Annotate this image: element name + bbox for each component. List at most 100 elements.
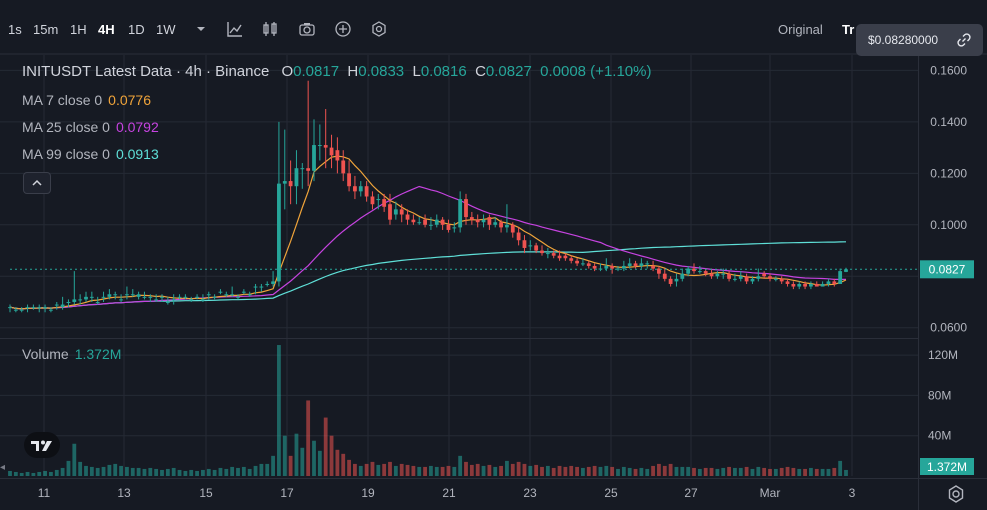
volume-bar [481,465,486,476]
volume-bar [680,466,685,476]
volume-bar [60,467,65,476]
candle-body [130,294,135,296]
candle-body [429,224,433,226]
volume-bar [66,460,71,476]
candle-body [534,245,539,251]
volume-bar [382,463,387,476]
candle-body [323,145,328,148]
volume-bar [621,466,626,476]
candle-body [481,219,486,223]
candle-body [733,278,737,280]
candle-body [423,219,427,225]
timeframe-1d[interactable]: 1D [128,22,145,37]
candle-body [107,294,112,297]
candle-body [493,222,498,225]
ma25-legend[interactable]: MA 25 close 0 0.0792 [22,119,159,135]
volume-bar [744,466,749,476]
volume-bar [803,468,807,476]
price-tick-label: 0.0600 [930,321,967,335]
candle-body [803,283,807,287]
view-original-tab[interactable]: Original [778,22,823,37]
close-label: C [475,63,486,80]
candle-body [464,199,468,218]
candle-body [604,265,609,269]
volume-bar [265,463,270,476]
volume-bar [43,470,47,476]
volume-bar [259,463,264,476]
candle-body [674,278,679,282]
x-tick-label: 17 [280,486,294,500]
symbol-legend: INITUSDT Latest Data · 4h · Binance O0.0… [22,63,651,80]
candle-body [236,296,240,298]
candle-body [540,250,544,254]
volume-bar [662,465,667,476]
ma7-legend[interactable]: MA 7 close 0 0.0776 [22,92,151,108]
candle-body [399,209,404,215]
candle-body [727,273,731,279]
candle-body [148,296,153,298]
candle-body [288,181,293,187]
settings-hex-icon[interactable] [370,20,388,38]
candle-body [306,168,311,171]
view-tradingview-tab[interactable]: Tr [842,22,855,37]
volume-bar [101,466,106,476]
price-crosshair-tooltip[interactable]: $0.08280000 [856,24,983,56]
candle-body [277,183,281,282]
ma99-legend[interactable]: MA 99 close 0 0.0913 [22,146,159,162]
chevron-down-icon[interactable] [192,20,210,38]
volume-bar [791,467,796,476]
plus-circle-icon[interactable] [334,20,352,38]
volume-bar [253,465,258,476]
volume-bar [417,466,422,476]
x-tick-label: 27 [684,486,698,500]
volume-bar [458,455,463,476]
candle-body [60,304,65,308]
candle-body [72,299,77,302]
indicators-icon[interactable] [226,20,244,38]
candles-icon[interactable] [261,20,279,38]
volume-bar [516,461,521,476]
legend-collapse-button[interactable] [23,172,51,194]
candle-body [113,294,118,296]
candle-body [95,301,100,303]
candle-body [25,307,30,309]
candle-body [84,296,88,300]
volume-bar [540,466,544,476]
candle-body [294,168,299,187]
ma7-label: MA 7 close 0 [22,92,103,108]
timeframe-1w[interactable]: 1W [156,22,176,37]
volume-bar [130,467,135,476]
candle-body [756,276,761,279]
volume-bar [218,467,223,476]
timeframe-4h[interactable]: 4H [98,22,115,37]
gear-icon[interactable] [946,484,966,504]
volume-bar [37,471,42,476]
volume-bar [534,464,539,476]
volume-bar [709,467,714,476]
volume-bar [604,465,609,476]
candle-body [657,268,661,274]
open-value: 0.0817 [293,63,340,80]
change-value: 0.0008 (+1.10%) [540,63,652,80]
candle-body [686,268,691,274]
candle-body [101,296,106,298]
volume-label: Volume [22,346,69,362]
timeframe-1h[interactable]: 1H [70,22,87,37]
volume-tick-label: 40M [928,429,951,443]
timeframe-1s[interactable]: 1s [8,22,22,37]
candle-body [616,268,620,270]
volume-bar [388,461,392,476]
timeframe-15m[interactable]: 15m [33,22,59,37]
volume-bar [762,467,767,476]
tradingview-logo-icon[interactable] [24,432,60,458]
moving-averages [9,155,847,310]
candle-body [31,307,36,309]
volume-bar [125,466,129,476]
candle-body [125,294,129,296]
camera-icon[interactable] [298,20,316,38]
link-icon[interactable] [957,33,971,47]
volume-bar [13,471,18,476]
scroll-left-arrow-icon[interactable]: ◂ [0,462,6,473]
volume-bar [586,466,591,476]
